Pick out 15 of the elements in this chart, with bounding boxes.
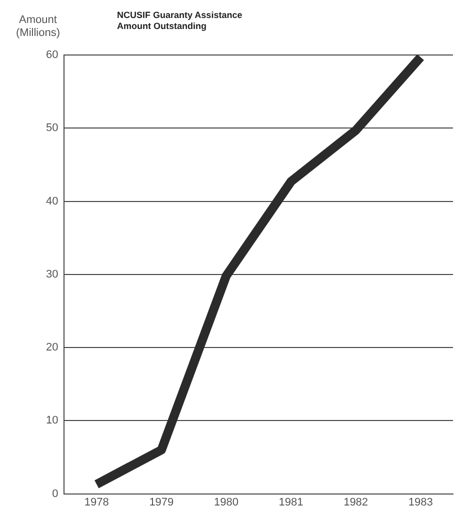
chart-title: NCUSIF Guaranty Assistance Amount Outstanding: [117, 10, 244, 32]
y-tick-label: 10: [46, 414, 58, 427]
x-tick-label: 1979: [149, 496, 174, 508]
x-tick-label: 1980: [214, 496, 238, 508]
y-tick-label: 60: [46, 49, 58, 62]
y-tick-label: 40: [46, 195, 58, 208]
y-tick-label: 30: [46, 268, 58, 280]
y-tick-label: 0: [52, 488, 58, 500]
y-axis-title: Amount (Millions): [15, 14, 61, 40]
x-tick-label: 1982: [344, 496, 368, 508]
x-tick-label: 1983: [408, 496, 433, 508]
x-tick-label: 1978: [84, 496, 109, 508]
y-tick-label: 50: [46, 122, 58, 134]
y-tick-label: 20: [46, 342, 58, 354]
x-tick-label: 1981: [278, 496, 304, 508]
